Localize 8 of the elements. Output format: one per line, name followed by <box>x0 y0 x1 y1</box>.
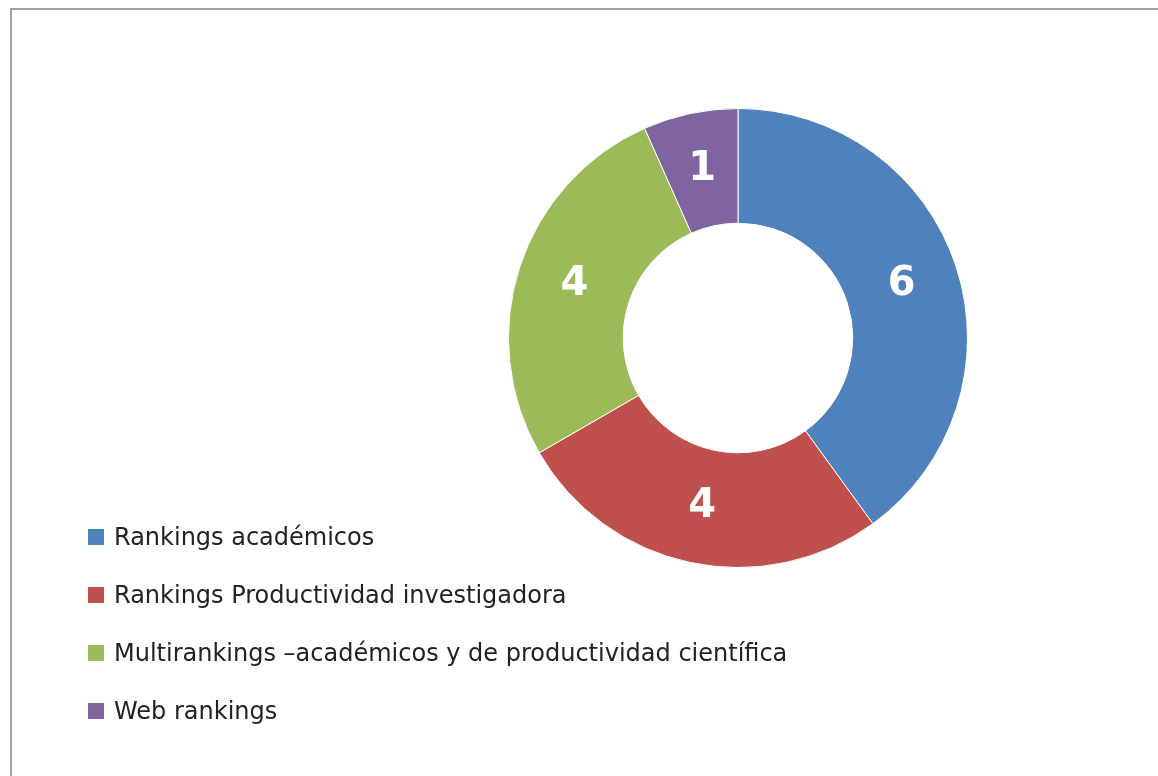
legend-label: Web rankings <box>114 697 278 725</box>
legend-label: Rankings académicos <box>114 523 375 551</box>
legend-label: Rankings Productividad investigadora <box>114 581 567 609</box>
data-label: 1 <box>688 143 717 190</box>
data-label: 6 <box>887 258 916 305</box>
legend-label: Multirankings –académicos y de productividad científica <box>114 639 788 667</box>
data-label: 4 <box>560 258 589 305</box>
data-label: 4 <box>688 479 717 526</box>
